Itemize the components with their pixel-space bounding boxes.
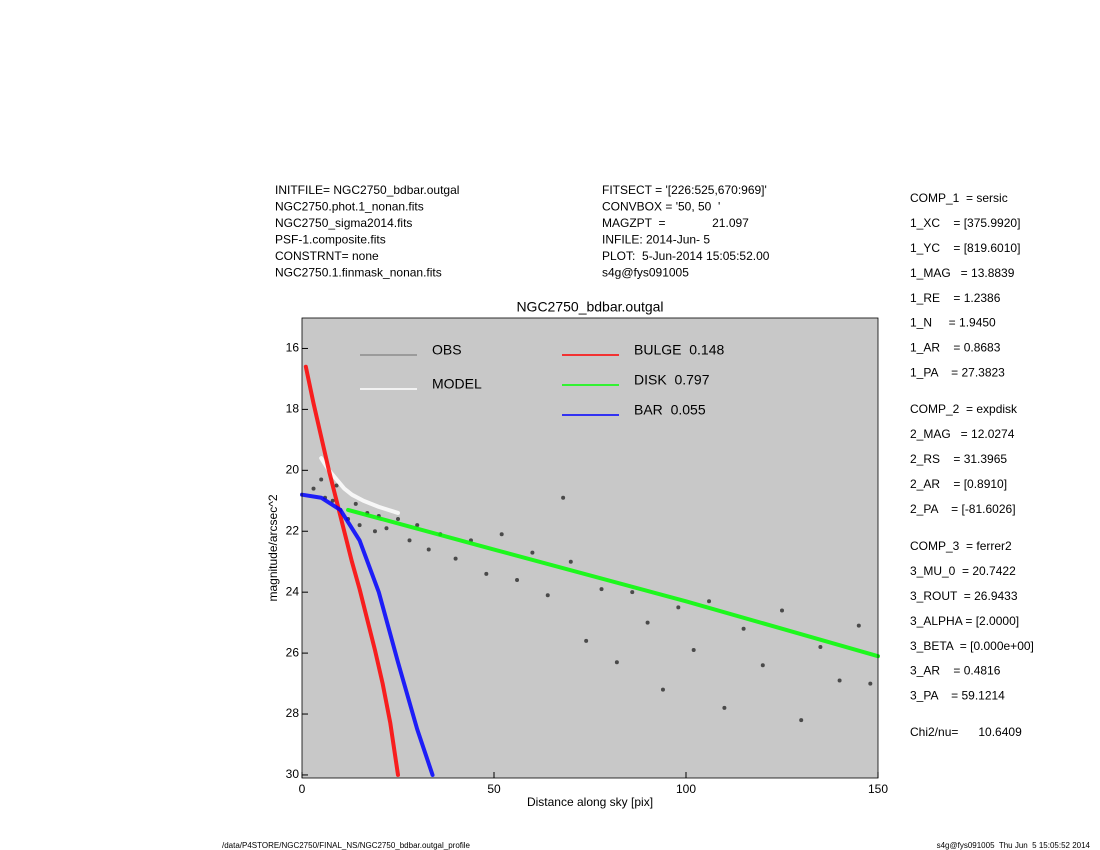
fit-parameter: 2_AR = [0.8910] bbox=[910, 477, 1007, 491]
header-line: CONVBOX = '50, 50 ' bbox=[602, 200, 720, 214]
fit-parameter: COMP_3 = ferrer2 bbox=[910, 539, 1012, 553]
profile-line bbox=[303, 364, 400, 777]
y-tick-label: 28 bbox=[286, 706, 300, 720]
x-axis-label: Distance along sky [pix] bbox=[527, 795, 653, 809]
obs-point bbox=[330, 498, 335, 503]
fit-parameter: 3_PA = 59.1214 bbox=[910, 689, 1005, 703]
obs-point bbox=[453, 556, 458, 561]
obs-point bbox=[568, 559, 573, 564]
obs-point bbox=[645, 620, 650, 625]
obs-point bbox=[676, 605, 681, 610]
x-tick-label: 0 bbox=[299, 782, 306, 796]
fit-parameter: 1_YC = [819.6010] bbox=[910, 241, 1020, 255]
header-line: PSF-1.composite.fits bbox=[275, 233, 386, 247]
obs-point bbox=[334, 483, 339, 488]
profile-line bbox=[346, 507, 880, 659]
legend-label: BULGE 0.148 bbox=[634, 342, 724, 358]
obs-point bbox=[614, 660, 619, 665]
obs-point bbox=[384, 526, 389, 531]
y-tick-label: 30 bbox=[286, 767, 300, 781]
obs-point bbox=[760, 663, 765, 668]
obs-point bbox=[818, 645, 823, 650]
obs-point bbox=[599, 587, 604, 592]
obs-point bbox=[353, 501, 358, 506]
obs-point bbox=[722, 705, 727, 710]
fit-parameter: 3_ROUT = 26.9433 bbox=[910, 589, 1018, 603]
chart-title: NGC2750_bdbar.outgal bbox=[516, 299, 663, 315]
fit-parameter: 1_N = 1.9450 bbox=[910, 316, 996, 330]
obs-point bbox=[484, 571, 489, 576]
obs-point bbox=[407, 538, 412, 543]
obs-point bbox=[741, 626, 746, 631]
obs-point bbox=[515, 577, 520, 582]
fit-parameter: 3_MU_0 = 20.7422 bbox=[910, 564, 1016, 578]
obs-point bbox=[372, 529, 377, 534]
fit-parameter: 1_XC = [375.9920] bbox=[910, 216, 1020, 230]
y-tick-label: 18 bbox=[286, 402, 300, 416]
footer-stamp: s4g@fys091005 Thu Jun 5 15:05:52 2014 bbox=[937, 841, 1091, 850]
fit-parameter: 1_AR = 0.8683 bbox=[910, 341, 1001, 355]
fit-parameter: 1_RE = 1.2386 bbox=[910, 291, 1001, 305]
legend-label: DISK 0.797 bbox=[634, 372, 710, 388]
obs-point bbox=[799, 718, 804, 723]
obs-point bbox=[868, 681, 873, 686]
obs-point bbox=[630, 590, 635, 595]
obs-point bbox=[415, 523, 420, 528]
obs-point bbox=[357, 523, 362, 528]
y-tick-label: 24 bbox=[286, 584, 300, 598]
obs-point bbox=[530, 550, 535, 555]
fit-parameter: 2_RS = 31.3965 bbox=[910, 452, 1007, 466]
legend-label: MODEL bbox=[432, 376, 482, 392]
fit-parameter: 1_MAG = 13.8839 bbox=[910, 266, 1015, 280]
header-line: MAGZPT = 21.097 bbox=[602, 216, 749, 230]
profile-line bbox=[300, 492, 435, 777]
obs-point bbox=[499, 532, 504, 537]
header-line: PLOT: 5-Jun-2014 15:05:52.00 bbox=[602, 249, 770, 263]
obs-point bbox=[545, 593, 550, 598]
fit-parameter: COMP_2 = expdisk bbox=[910, 402, 1018, 416]
y-tick-label: 16 bbox=[286, 341, 300, 355]
fit-parameter: COMP_1 = sersic bbox=[910, 191, 1008, 205]
header-line: CONSTRNT= none bbox=[275, 249, 379, 263]
y-axis-label: magnitude/arcsec^2 bbox=[266, 494, 280, 601]
fit-parameter: 3_AR = 0.4816 bbox=[910, 664, 1001, 678]
header-line: NGC2750_sigma2014.fits bbox=[275, 216, 412, 230]
y-tick-label: 26 bbox=[286, 645, 300, 659]
obs-point bbox=[426, 547, 431, 552]
fit-parameter: 1_PA = 27.3823 bbox=[910, 365, 1005, 379]
header-line: NGC2750.phot.1_nonan.fits bbox=[275, 200, 424, 214]
obs-point bbox=[584, 638, 589, 643]
header-line: FITSECT = '[226:525,670:969]' bbox=[602, 183, 767, 197]
legend-label: BAR 0.055 bbox=[634, 402, 706, 418]
header-line: NGC2750.1.finmask_nonan.fits bbox=[275, 266, 442, 280]
legend-label: OBS bbox=[432, 342, 462, 358]
fit-parameter: 3_ALPHA = [2.0000] bbox=[910, 614, 1019, 628]
fit-parameter: 3_BETA = [0.000e+00] bbox=[910, 639, 1034, 653]
x-tick-label: 150 bbox=[868, 782, 888, 796]
header-line: INFILE: 2014-Jun- 5 bbox=[602, 233, 710, 247]
y-tick-label: 22 bbox=[286, 523, 300, 537]
plot-frame bbox=[301, 317, 879, 779]
obs-point bbox=[319, 477, 324, 482]
header-line: INITFILE= NGC2750_bdbar.outgal bbox=[275, 183, 459, 197]
x-tick-label: 100 bbox=[676, 782, 696, 796]
y-tick-label: 20 bbox=[286, 462, 300, 476]
obs-point bbox=[837, 678, 842, 683]
obs-point bbox=[856, 623, 861, 628]
plot-area bbox=[302, 318, 878, 778]
obs-point bbox=[707, 599, 712, 604]
obs-point bbox=[396, 517, 400, 522]
obs-point bbox=[311, 486, 316, 491]
footer-path: /data/P4STORE/NGC2750/FINAL_NS/NGC2750_b… bbox=[222, 841, 471, 850]
fit-parameter: 2_MAG = 12.0274 bbox=[910, 427, 1015, 441]
fit-parameter: 2_PA = [-81.6026] bbox=[910, 502, 1016, 516]
obs-point bbox=[660, 687, 665, 692]
obs-point bbox=[561, 495, 566, 500]
header-line: s4g@fys091005 bbox=[602, 266, 689, 280]
x-tick-label: 50 bbox=[487, 782, 501, 796]
obs-point bbox=[691, 648, 696, 653]
obs-point bbox=[780, 608, 784, 613]
fit-parameter: Chi2/nu= 10.6409 bbox=[910, 725, 1022, 739]
